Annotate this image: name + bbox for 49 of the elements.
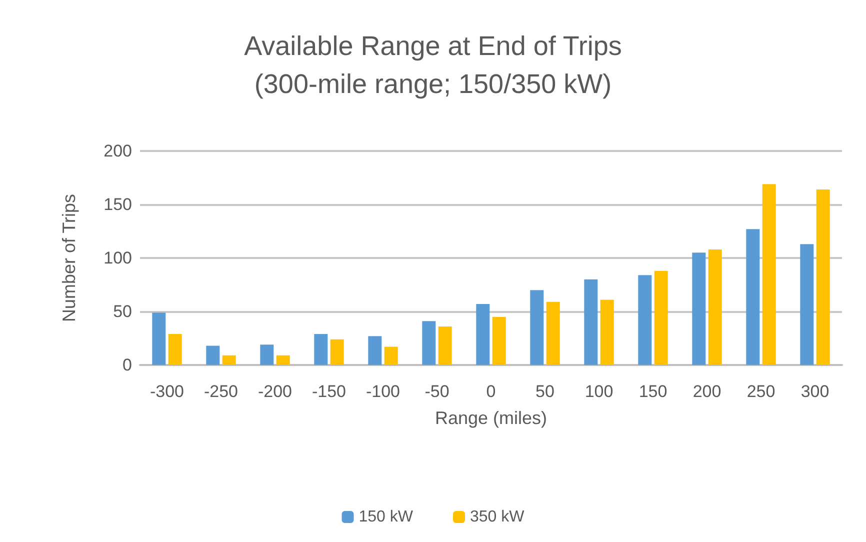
bar (330, 339, 344, 365)
bar (438, 326, 452, 365)
bar (800, 244, 814, 365)
x-tick-label: 100 (584, 382, 614, 401)
bar (746, 229, 760, 365)
y-tick-label: 0 (122, 356, 132, 374)
y-tick-label: 100 (104, 248, 132, 268)
bar (816, 190, 830, 365)
bar (314, 334, 328, 365)
bar (530, 290, 544, 365)
bar (384, 346, 398, 365)
bar (422, 321, 436, 365)
x-tick-label: 50 (536, 382, 554, 401)
bar (654, 270, 668, 365)
legend-label: 350 kW (470, 508, 526, 526)
y-tick-label: 150 (104, 195, 132, 214)
bar (260, 344, 274, 365)
bar (762, 184, 776, 365)
bar (276, 355, 290, 365)
x-tick-label: 200 (692, 382, 722, 401)
x-tick-label: 300 (800, 382, 830, 401)
bar (476, 304, 490, 365)
x-tick-label: -150 (312, 382, 346, 401)
bar (600, 300, 614, 365)
x-tick-label: -200 (258, 382, 292, 401)
x-axis-title: Range (miles) (434, 408, 548, 428)
chart-title: Available Range at End of Trips (300-mile range; 150/350 kW) (244, 31, 622, 99)
bar (708, 249, 722, 365)
x-tick-label: -300 (150, 382, 184, 401)
bar (692, 252, 706, 365)
bar (492, 316, 506, 365)
x-tick-label: 250 (746, 382, 776, 401)
y-tick-label: 200 (104, 142, 132, 160)
x-tick-label: -100 (366, 382, 400, 401)
bar (638, 275, 652, 365)
y-axis-title: Number of Trips (59, 194, 79, 322)
legend-label: 150 kW (358, 508, 414, 526)
bar (152, 312, 166, 365)
bar (368, 336, 382, 365)
x-tick-label: -50 (424, 382, 450, 401)
y-tick-label: 50 (113, 302, 132, 321)
bar (168, 334, 182, 365)
bar (546, 302, 560, 365)
bar (584, 279, 598, 365)
bar (222, 355, 236, 365)
x-tick-label: -250 (204, 382, 238, 401)
x-tick-label: 0 (486, 382, 496, 401)
x-tick-label: 150 (638, 382, 668, 401)
bar (206, 346, 220, 365)
